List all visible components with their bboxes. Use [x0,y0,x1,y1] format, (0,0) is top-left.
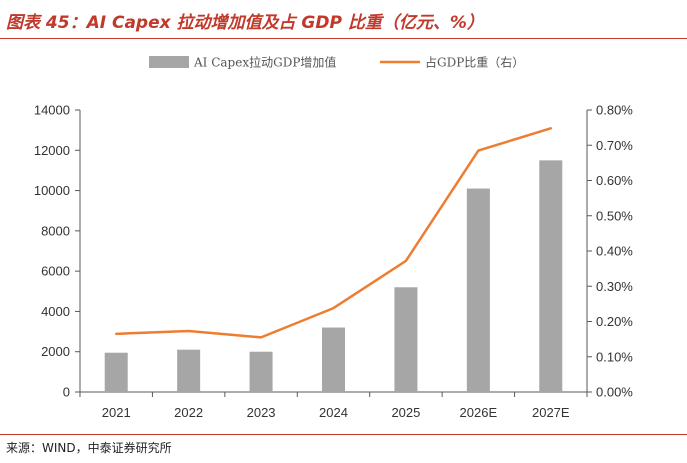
legend-bar-swatch [149,56,189,68]
x-tick-label: 2024 [319,405,348,420]
bar [177,349,201,392]
x-tick-label: 2026E [460,405,498,420]
chart-title: 图表 45：AI Capex 拉动增加值及占 GDP 比重（亿元、%） [6,13,484,33]
left-tick-label: 4000 [41,304,70,319]
chart-area: AI Capex拉动GDP增加值 占GDP比重（右） 0 2000 4000 6000 8… [34,55,633,421]
right-tick-label: 0.80% [596,103,633,118]
x-tick-label: 2023 [247,405,276,420]
left-tick-label: 0 [63,385,70,400]
bar [394,287,418,392]
legend-bar-label: AI Capex拉动GDP增加值 [193,55,336,70]
right-tick-label: 0.20% [596,314,633,329]
right-tick-label: 0.40% [596,244,633,259]
bar [322,327,345,392]
left-tick-label: 10000 [34,183,70,198]
legend-line-label: 占GDP比重（右） [425,55,524,70]
right-tick-label: 0.10% [596,349,633,364]
bar-series [104,160,563,392]
x-tick-label: 2027E [532,405,570,420]
x-tick-label: 2025 [391,405,420,420]
bar [539,160,563,392]
right-tick-label: 0.50% [596,208,633,223]
right-tick-label: 0.30% [596,279,633,294]
left-tick-label: 6000 [41,264,70,279]
series-line [114,127,553,339]
footer-divider [0,434,687,435]
x-tick-label: 2021 [102,405,131,420]
bar [466,188,490,392]
right-tick-label: 0.00% [596,385,633,400]
bar [104,352,128,392]
source-note: 来源：WIND，中泰证券研究所 [6,441,172,455]
left-tick-label: 8000 [41,223,70,238]
legend: AI Capex拉动GDP增加值 占GDP比重（右） [149,55,524,70]
right-tick-label: 0.70% [596,138,633,153]
bar [249,351,273,392]
title-divider [0,38,687,39]
left-tick-label: 14000 [34,103,70,118]
left-tick-label: 2000 [41,344,70,359]
axes: 0 2000 4000 6000 8000 10000 12000 14000 0.00% 0.1… [34,103,633,421]
line-series [114,127,553,339]
x-tick-label: 2022 [174,405,203,420]
right-tick-label: 0.60% [596,173,633,188]
left-tick-label: 12000 [34,143,70,158]
